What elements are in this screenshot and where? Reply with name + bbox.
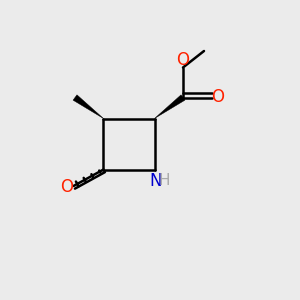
Text: N: N: [150, 172, 162, 190]
Text: O: O: [60, 178, 74, 196]
Polygon shape: [73, 95, 103, 118]
Text: O: O: [176, 51, 190, 69]
Polygon shape: [154, 95, 185, 118]
Text: H: H: [158, 173, 170, 188]
Text: O: O: [212, 88, 225, 106]
